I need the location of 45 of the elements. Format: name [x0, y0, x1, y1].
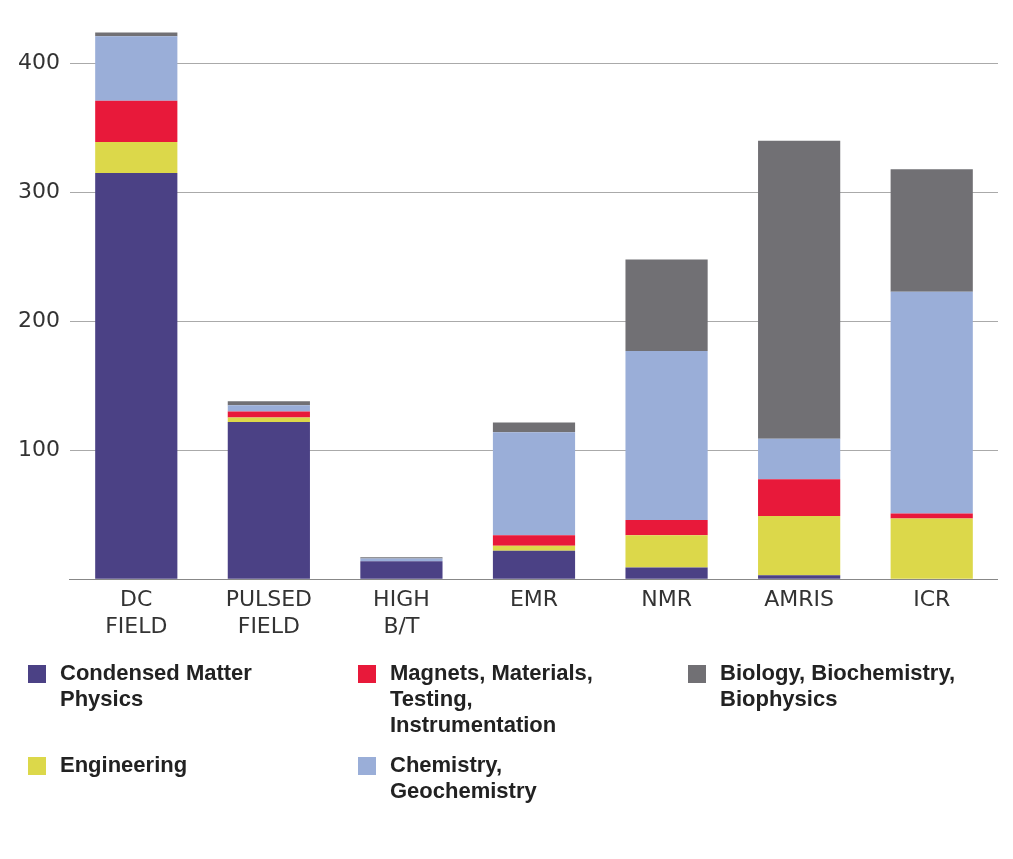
bar	[625, 567, 708, 579]
bar	[890, 518, 973, 579]
bar	[95, 36, 178, 101]
bar	[758, 140, 841, 439]
x-tick-label: ICR	[913, 586, 951, 612]
x-tick-label: DC FIELD	[105, 586, 168, 638]
legend-label: Condensed Matter Physics	[60, 660, 253, 712]
x-tick-label: HIGH B/T	[373, 586, 430, 638]
bar	[492, 545, 576, 551]
bar	[758, 575, 841, 579]
y-tick-label: 100	[17, 435, 60, 461]
bar	[625, 259, 708, 351]
bar	[625, 519, 708, 536]
x-tick-label: AMRIS	[764, 586, 835, 612]
bar	[227, 421, 310, 579]
y-tick-label: 200	[17, 307, 60, 333]
x-tick-label: NMR	[641, 586, 692, 612]
y-tick-label: 300	[17, 178, 60, 204]
bar	[95, 32, 178, 37]
bar	[227, 417, 310, 422]
bar	[758, 516, 841, 576]
legend-label: Magnets, Materials, Testing, Instrumentation	[390, 660, 594, 738]
bar	[492, 550, 576, 579]
bar	[360, 561, 443, 579]
bar	[227, 405, 310, 412]
x-tick-label: PULSED FIELD	[225, 586, 313, 638]
bar	[492, 422, 576, 433]
bar	[95, 100, 178, 143]
legend-label: Biology, Biochemistry, Biophysics	[720, 660, 957, 712]
bar	[95, 173, 178, 579]
legend-label: Chemistry, Geochemistry	[390, 752, 538, 804]
bar	[492, 535, 576, 546]
bar	[758, 438, 841, 480]
bar	[625, 350, 708, 520]
legend-label: Engineering	[60, 752, 189, 778]
bar	[95, 142, 178, 174]
bar	[492, 432, 576, 536]
bar	[890, 169, 973, 292]
x-tick-label: EMR	[509, 586, 559, 612]
bar	[890, 513, 973, 519]
bar	[625, 535, 708, 568]
y-tick-label: 400	[17, 49, 60, 75]
bar	[758, 479, 841, 517]
bar	[890, 291, 973, 514]
bar	[227, 401, 310, 406]
